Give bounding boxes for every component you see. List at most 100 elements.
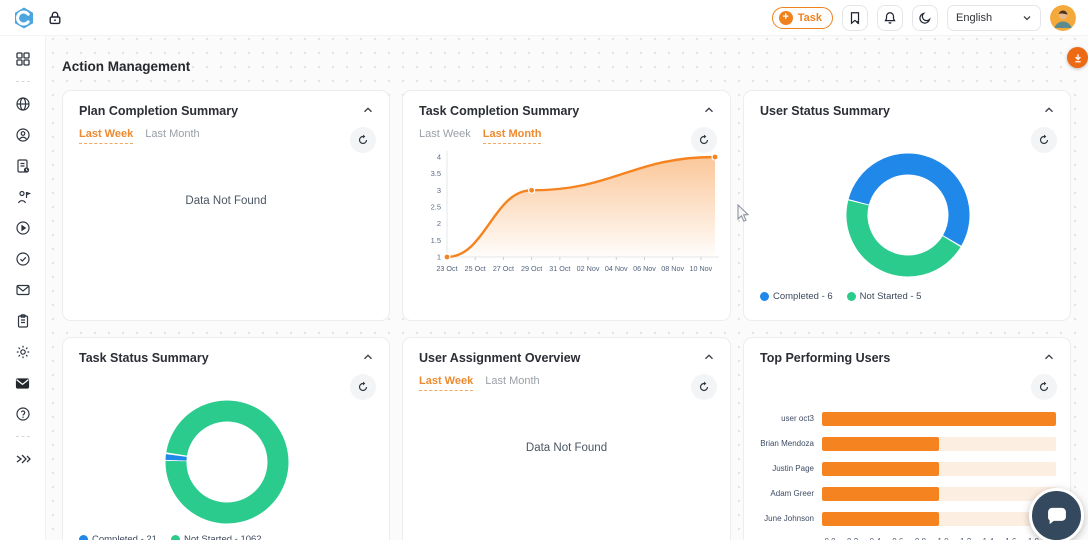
svg-text:27 Oct: 27 Oct (493, 264, 514, 273)
svg-text:29 Oct: 29 Oct (521, 264, 542, 273)
language-selected-value: English (956, 11, 993, 24)
svg-text:02 Nov: 02 Nov (577, 264, 600, 273)
x-axis-tick-label: 1.2 (960, 537, 971, 540)
refresh-button[interactable] (691, 127, 717, 153)
collapse-chevron-up-icon[interactable] (1042, 350, 1056, 364)
sidebar-item-mail-icon[interactable] (14, 281, 32, 299)
refresh-button[interactable] (1031, 127, 1057, 153)
task-completion-line-chart: 1 1.5 2 2.5 3 3.5 4 23 Oct 25 Oct 27 Oct 29 Oct 31 … (431, 151, 719, 273)
period-tabs: Last Week Last Month (79, 128, 200, 144)
bar-category-label: June Johnson (764, 514, 814, 523)
sidebar-item-mail-active-icon[interactable] (14, 374, 32, 392)
svg-text:2: 2 (437, 219, 441, 228)
tab-last-month[interactable]: Last Month (145, 128, 200, 140)
tab-last-week[interactable]: Last Week (419, 375, 474, 391)
tab-last-week[interactable]: Last Week (79, 128, 134, 144)
refresh-button[interactable] (350, 127, 376, 153)
x-axis-tick-label: 1.8 (1028, 537, 1039, 540)
add-task-label: Task (797, 11, 822, 24)
collapse-chevron-up-icon[interactable] (361, 350, 375, 364)
legend-item[interactable]: Not Started - 5 (846, 291, 922, 302)
legend-dot (846, 292, 856, 301)
svg-text:4: 4 (437, 153, 441, 162)
sidebar-item-settings-gear-icon[interactable] (14, 343, 32, 361)
bar-row: June Johnson (760, 506, 1056, 531)
card-top-performing-users: Top Performing Users user oct3 Brian Mend… (743, 337, 1071, 540)
page-title: Action Management (62, 59, 191, 74)
user-status-donut-chart (846, 153, 970, 277)
x-axis-tick-label: 0.0 (824, 537, 835, 540)
language-dropdown[interactable]: English (947, 4, 1041, 31)
sidebar-item-help-icon[interactable] (14, 405, 32, 423)
sidebar-item-actions-play-icon[interactable] (14, 219, 32, 237)
sidebar-item-integrations-icon[interactable] (14, 450, 32, 468)
refresh-button[interactable] (350, 374, 376, 400)
user-avatar[interactable] (1050, 4, 1076, 31)
collapse-chevron-up-icon[interactable] (1042, 103, 1056, 117)
svg-text:31 Oct: 31 Oct (549, 264, 570, 273)
svg-text:06 Nov: 06 Nov (633, 264, 656, 273)
bar-x-axis: 0.0 0.2 0.4 0.6 0.8 1.0 1.2 1.4 1.6 1.8 (824, 535, 1056, 540)
bar-row: Brian Mendoza (760, 431, 1056, 456)
tab-last-month[interactable]: Last Month (482, 128, 542, 144)
sidebar-divider (15, 81, 30, 82)
sidebar-item-tasks-check-icon[interactable] (14, 250, 32, 268)
bar-fill (822, 511, 939, 526)
collapse-chevron-up-icon[interactable] (702, 350, 716, 364)
dark-mode-moon-icon[interactable] (912, 4, 938, 31)
legend-item[interactable]: Not Started - 1062 (170, 534, 262, 540)
chat-button[interactable] (1029, 488, 1084, 540)
bar-fill (822, 461, 939, 476)
user-status-legend: Completed - 6 Not Started - 5 (760, 291, 921, 302)
bar-category-label: Brian Mendoza (760, 439, 814, 448)
bar-track (822, 486, 1056, 501)
card-user-status-summary: User Status Summary Completed - 6 Not Sta… (743, 90, 1071, 321)
legend-label: Not Started - 5 (859, 291, 922, 302)
x-axis-tick-label: 0.2 (847, 537, 858, 540)
bar-fill (822, 436, 939, 451)
task-status-legend: Completed - 21 Not Started - 1062 (79, 534, 262, 540)
card-title: Task Completion Summary (419, 104, 580, 118)
legend-dot (170, 535, 180, 540)
app-logo-icon[interactable] (12, 6, 36, 30)
bar-row: Justin Page (760, 456, 1056, 481)
add-task-button[interactable]: + Task (771, 6, 833, 29)
chevron-down-icon (1023, 15, 1031, 20)
scroll-download-button[interactable] (1067, 47, 1088, 68)
legend-item[interactable]: Completed - 21 (79, 534, 157, 540)
sidebar-item-clipboard-icon[interactable] (14, 312, 32, 330)
card-plan-completion-summary: Plan Completion Summary Last Week Last M… (62, 90, 390, 321)
collapse-chevron-up-icon[interactable] (702, 103, 716, 117)
notifications-bell-icon[interactable] (877, 4, 903, 31)
legend-label: Completed - 6 (773, 291, 833, 302)
legend-item[interactable]: Completed - 6 (760, 291, 833, 302)
svg-text:3: 3 (437, 186, 441, 195)
top-header: + Task English (0, 0, 1088, 36)
tab-last-week[interactable]: Last Week (419, 128, 471, 140)
collapse-chevron-up-icon[interactable] (361, 103, 375, 117)
top-users-bar-chart: user oct3 Brian Mendoza Justin Page Adam Gr… (760, 406, 1056, 540)
bar-category-label: Justin Page (772, 464, 814, 473)
bar-category-label: Adam Greer (770, 489, 814, 498)
card-title: User Status Summary (760, 104, 890, 118)
task-status-donut-chart (165, 400, 289, 524)
x-axis-tick-label: 0.8 (915, 537, 926, 540)
bar-track (822, 411, 1056, 426)
x-axis-tick-label: 0.4 (870, 537, 881, 540)
sidebar-item-users-icon[interactable] (14, 126, 32, 144)
sidebar-item-dashboard-icon[interactable] (14, 50, 32, 68)
refresh-button[interactable] (691, 374, 717, 400)
lock-icon[interactable] (46, 9, 64, 27)
chat-bubble-icon (1047, 507, 1066, 524)
legend-label: Completed - 21 (92, 534, 157, 540)
sidebar-item-globe-icon[interactable] (14, 95, 32, 113)
bookmark-add-icon[interactable] (842, 4, 868, 31)
card-task-completion-summary: Task Completion Summary Last Week Last M… (402, 90, 731, 321)
sidebar-item-assignee-icon[interactable] (14, 188, 32, 206)
refresh-button[interactable] (1031, 374, 1057, 400)
sidebar-item-plan-report-icon[interactable] (14, 157, 32, 175)
card-title: Plan Completion Summary (79, 104, 239, 118)
tab-last-month[interactable]: Last Month (485, 375, 540, 387)
svg-text:25 Oct: 25 Oct (465, 264, 486, 273)
